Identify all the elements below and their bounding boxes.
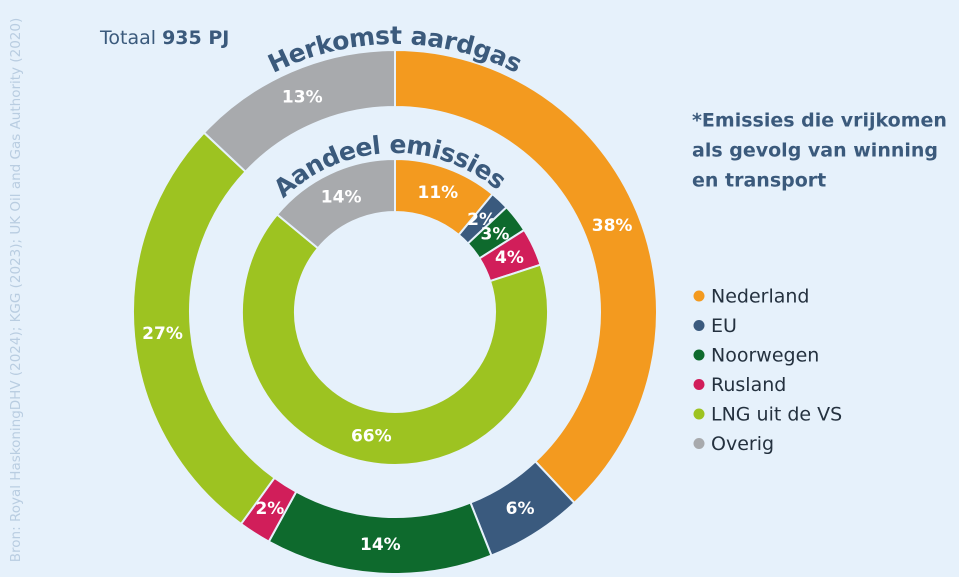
legend-label: Noorwegen	[711, 345, 819, 367]
legend-label: Rusland	[711, 374, 786, 396]
legend-swatch	[693, 379, 705, 390]
total-value: 935 PJ	[162, 27, 229, 49]
value-label: 2%	[255, 499, 284, 519]
total-label: Totaal	[99, 27, 156, 49]
value-label: 11%	[417, 183, 458, 203]
footnote-mark: *	[0, 0, 5, 3]
value-label: 38%	[592, 216, 633, 236]
donut-segment	[394, 48, 658, 505]
note: als gevolg van winning	[692, 140, 938, 162]
value-label: 13%	[282, 88, 323, 108]
legend-swatch	[693, 349, 705, 361]
legend-label: Nederland	[711, 286, 810, 308]
value-label: 14%	[321, 188, 362, 208]
value-label: 27%	[142, 324, 183, 344]
total: Totaal 935 PJ	[99, 27, 229, 49]
legend-swatch	[693, 290, 705, 302]
donut-segment	[267, 490, 493, 575]
donut-segment	[241, 213, 549, 466]
note: *Emissies die vrijkomen	[692, 110, 947, 132]
donut-segment	[202, 48, 396, 174]
legend-label: EU	[711, 315, 737, 337]
value-label: 14%	[360, 535, 401, 555]
legend-label: Overig	[711, 433, 774, 455]
legend-swatch	[693, 320, 705, 331]
value-label: 4%	[495, 248, 524, 268]
value-label: 66%	[351, 426, 392, 446]
donut-segment	[275, 157, 396, 250]
legend-swatch	[693, 438, 705, 449]
legend-swatch	[693, 408, 705, 420]
source: Bron: Royal HaskoningDHV (2024); KGG (20…	[8, 18, 24, 562]
value-label: 3%	[481, 224, 510, 244]
legend-label: LNG uit de VS	[711, 404, 842, 426]
value-label: 6%	[506, 499, 535, 519]
note: en transport	[692, 170, 826, 192]
